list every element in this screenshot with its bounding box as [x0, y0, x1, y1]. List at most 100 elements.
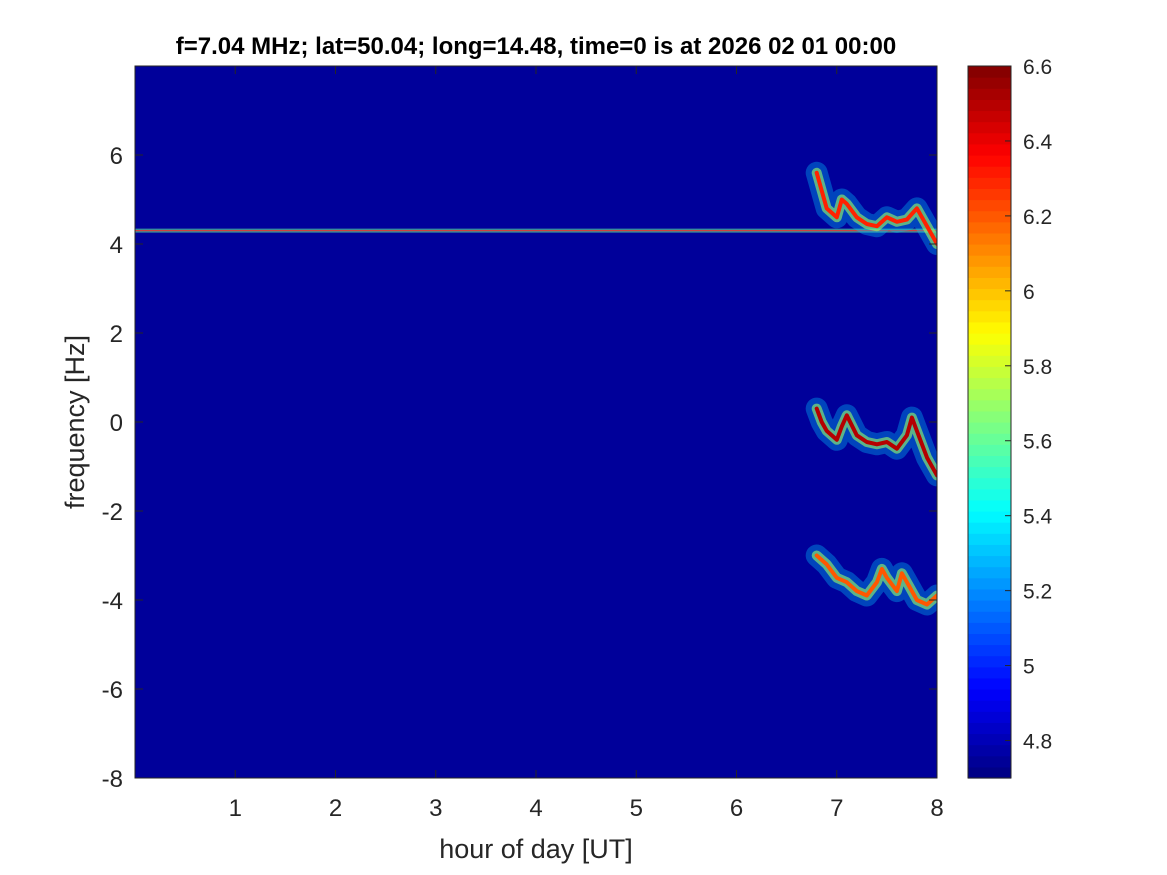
colorbar-swatch	[968, 277, 1011, 290]
y-axis-label: frequency [Hz]	[60, 335, 90, 509]
x-tick-label: 2	[329, 795, 342, 822]
colorbar-swatch	[968, 166, 1011, 178]
x-tick-label: 6	[730, 795, 743, 822]
colorbar-swatch	[968, 733, 1011, 746]
colorbar-swatch	[968, 611, 1011, 623]
colorbar-tick-label: 5.8	[1023, 356, 1052, 379]
colorbar-frame	[967, 65, 1012, 779]
colorbar-swatch	[968, 388, 1011, 401]
colorbar-swatch	[968, 199, 1011, 212]
colorbar-swatch	[968, 143, 1011, 156]
colorbar-swatch	[968, 410, 1011, 423]
colorbar-tick-label: 5.2	[1023, 581, 1052, 604]
colorbar-swatch	[968, 66, 1011, 78]
y-tick-label: -4	[102, 588, 123, 615]
colorbar-tick-label: 6.6	[1023, 56, 1052, 79]
colorbar-swatch	[968, 444, 1011, 456]
x-axis: 1 2 3 4 5 6 7 8	[229, 66, 944, 822]
x-axis-label: hour of day [UT]	[439, 834, 633, 864]
colorbar-tick-label: 5	[1023, 656, 1035, 679]
colorbar-swatch	[968, 210, 1011, 223]
chart-title: f=7.04 MHz; lat=50.04; long=14.48, time=…	[176, 33, 896, 60]
colorbar-swatch	[968, 110, 1011, 123]
colorbar-swatch	[968, 255, 1011, 267]
colorbar-tick-label: 6	[1023, 281, 1035, 304]
colorbar-swatch	[968, 766, 1011, 779]
colorbar-swatch	[968, 677, 1011, 690]
colorbar-swatch	[968, 633, 1011, 646]
colorbar-swatch	[968, 477, 1011, 490]
colorbar-swatch	[968, 455, 1011, 468]
colorbar-swatch	[968, 466, 1011, 479]
x-tick-label: 4	[529, 795, 542, 822]
colorbar-tick-label: 6.4	[1023, 131, 1053, 154]
colorbar-swatch	[968, 88, 1011, 100]
trace-2	[805, 397, 937, 487]
colorbar-swatch	[968, 433, 1011, 445]
colorbar-swatch	[968, 177, 1011, 189]
colorbar-swatch	[968, 355, 1011, 367]
colorbar-swatch	[968, 266, 1011, 278]
colorbar-swatch	[968, 344, 1011, 356]
colorbar-swatch	[968, 755, 1011, 768]
colorbar-swatch	[968, 244, 1011, 256]
colorbar-swatch	[968, 377, 1011, 390]
colorbar-swatch	[968, 188, 1011, 201]
colorbar-tick-label: 4.8	[1023, 731, 1052, 754]
colorbar-swatch	[968, 555, 1011, 568]
colorbar-tick-label: 5.6	[1023, 431, 1052, 454]
colorbar-swatch	[968, 533, 1011, 545]
colorbar-swatch	[968, 299, 1011, 312]
colorbar-swatch	[968, 399, 1011, 412]
trace-3	[805, 544, 937, 616]
x-tick-label: 1	[229, 795, 242, 822]
trace-1	[805, 161, 937, 255]
colorbar-swatch	[968, 700, 1011, 712]
colorbar-swatch	[968, 77, 1011, 89]
colorbar-swatch	[968, 722, 1011, 735]
colorbar-swatch	[968, 132, 1011, 145]
colorbar-swatch	[968, 288, 1011, 301]
colorbar-tick-label: 5.4	[1023, 506, 1053, 529]
spectrogram-features	[135, 161, 937, 616]
colorbar-swatch	[968, 321, 1011, 334]
colorbar-swatch	[968, 644, 1011, 657]
colorbar: 4.8 5 5.2 5.4 5.6 5.8 6 6.2 6.4 6.6	[967, 56, 1053, 779]
colorbar-swatch	[968, 577, 1011, 590]
colorbar-swatch	[968, 666, 1011, 679]
colorbar-swatch	[968, 655, 1011, 668]
x-tick-label: 7	[830, 795, 843, 822]
colorbar-swatch	[968, 488, 1011, 501]
colorbar-swatch	[968, 522, 1011, 534]
y-tick-label: -2	[102, 499, 123, 526]
colorbar-swatch	[968, 422, 1011, 434]
colorbar-swatch	[968, 121, 1011, 134]
colorbar-swatch	[968, 588, 1011, 601]
plot-area	[135, 66, 937, 778]
x-tick-label: 5	[630, 795, 643, 822]
colorbar-swatch	[968, 155, 1011, 167]
colorbar-swatch	[968, 511, 1011, 523]
colorbar-swatch	[968, 711, 1011, 723]
colorbar-swatch	[968, 689, 1011, 701]
colorbar-swatch	[968, 544, 1011, 557]
colorbar-tick-label: 6.2	[1023, 206, 1052, 229]
y-tick-label: 6	[110, 143, 123, 170]
colorbar-swatch	[968, 600, 1011, 612]
colorbar-swatch	[968, 221, 1011, 234]
y-tick-label: 0	[110, 410, 123, 437]
colorbar-swatch	[968, 622, 1011, 634]
y-tick-label: -6	[102, 677, 123, 704]
colorbar-swatch	[968, 99, 1011, 112]
colorbar-swatch	[968, 744, 1011, 757]
colorbar-swatch	[968, 310, 1011, 323]
colorbar-swatch	[968, 499, 1011, 512]
y-tick-label: 4	[110, 232, 123, 259]
colorbar-swatch	[968, 232, 1011, 245]
colorbar-swatch	[968, 366, 1011, 379]
y-tick-label: -8	[102, 766, 123, 793]
x-tick-label: 3	[429, 795, 442, 822]
x-tick-label: 8	[930, 795, 943, 822]
colorbar-swatch	[968, 333, 1011, 345]
